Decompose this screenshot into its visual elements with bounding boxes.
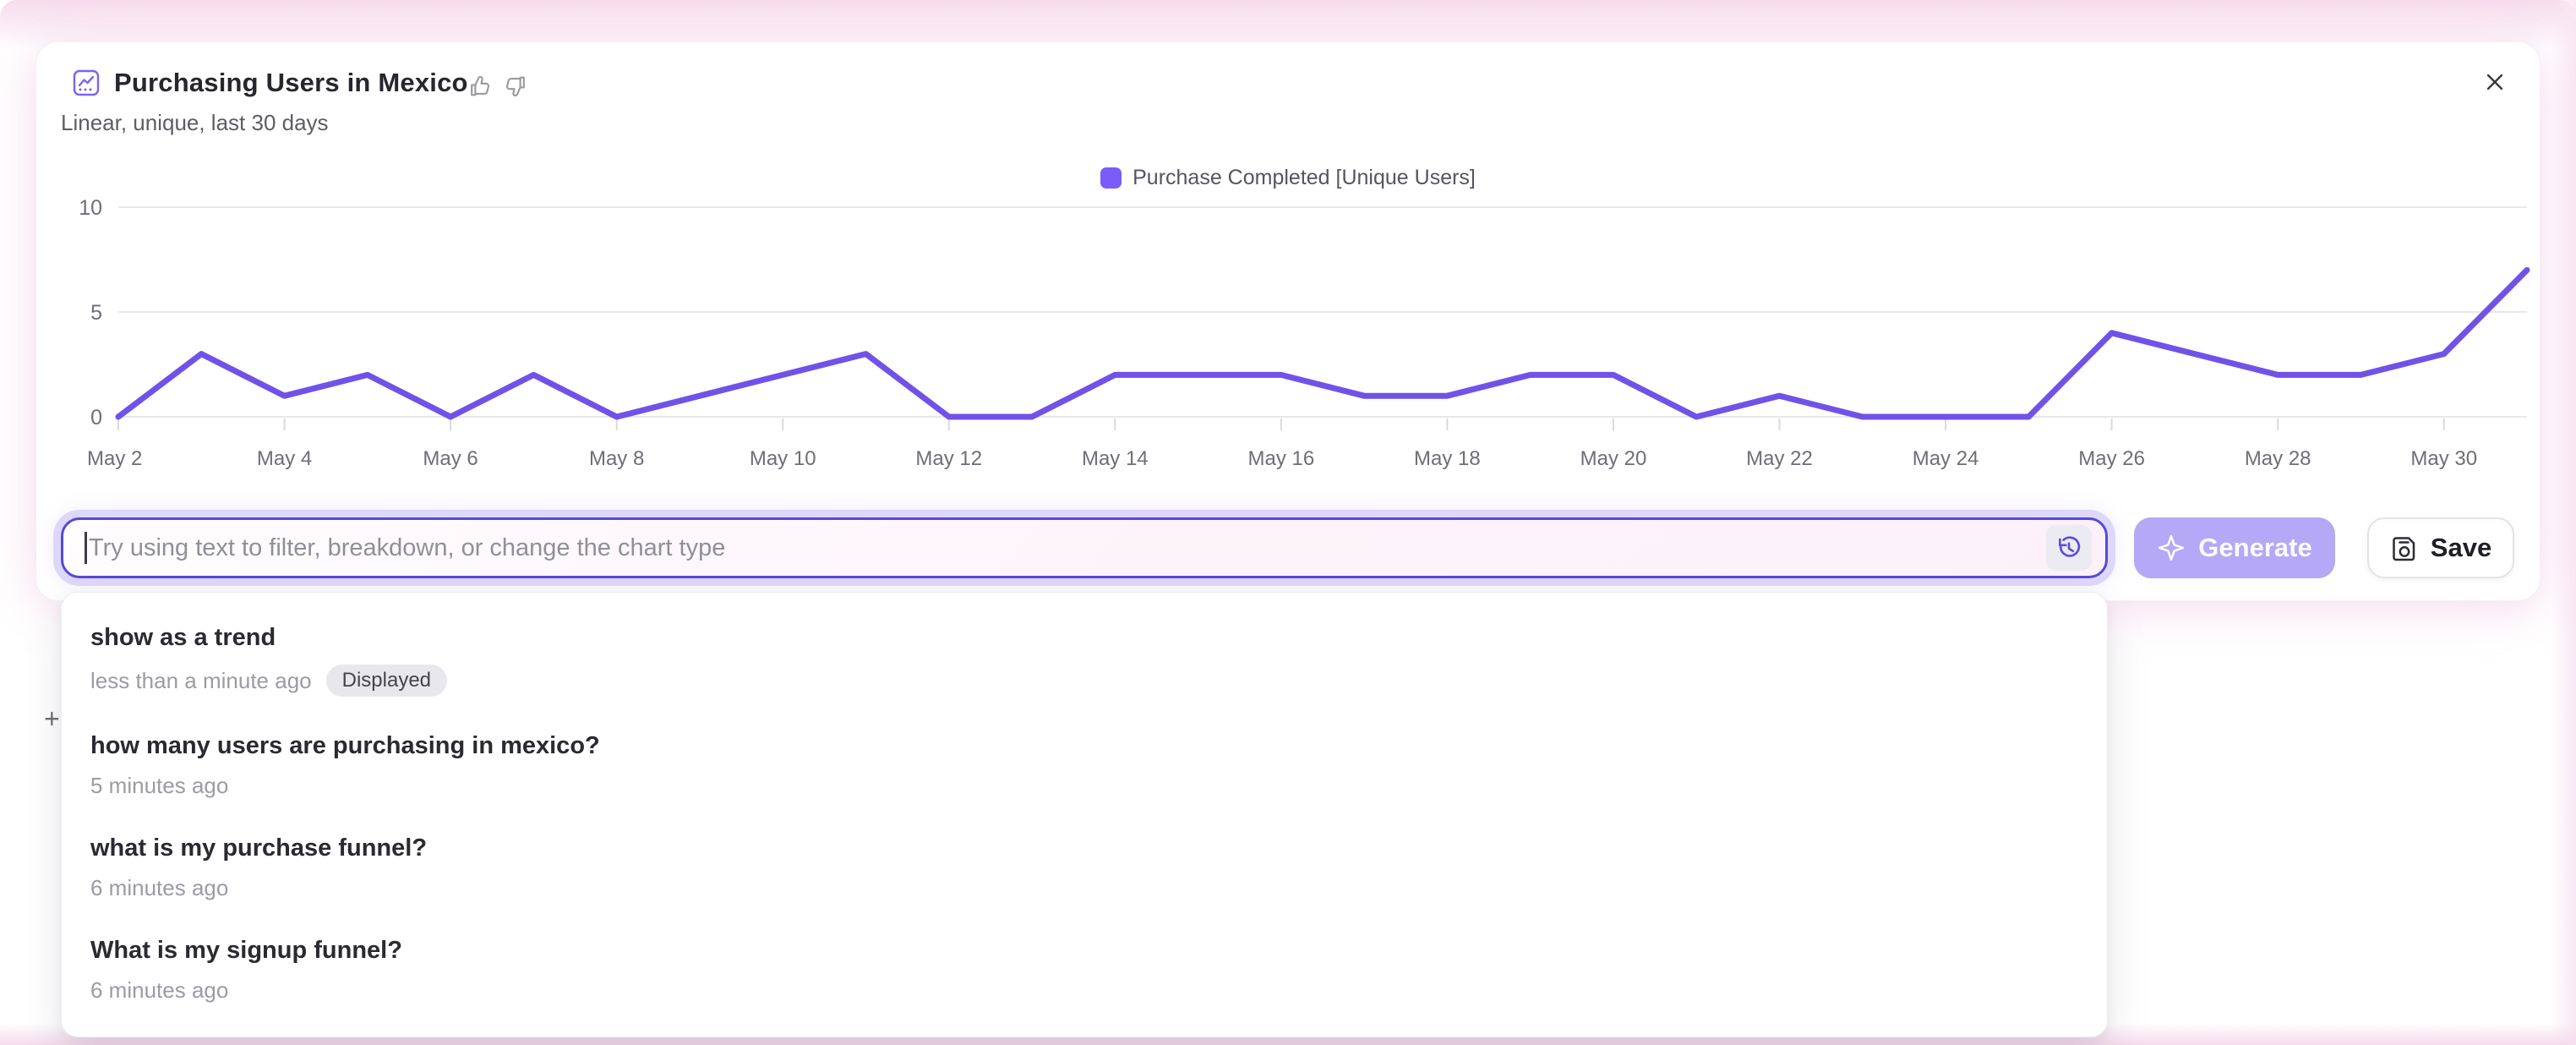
- history-item-meta: 6 minutes ago: [90, 875, 2078, 901]
- x-axis-label: May 2: [87, 447, 142, 470]
- text-caret: [85, 532, 87, 564]
- legend-swatch: [1100, 167, 1122, 189]
- history-icon: [2055, 533, 2083, 562]
- line-chart[interactable]: 0 5 10 May 2 May 4 May 6 May 8 May 10 May 12 May …: [36, 42, 2540, 600]
- history-item-time: 5 minutes ago: [90, 773, 229, 798]
- x-axis-label: May 10: [750, 447, 816, 470]
- history-item-time: 6 minutes ago: [90, 977, 229, 1003]
- y-axis-label: 5: [90, 301, 102, 325]
- history-item-meta: 6 minutes ago: [90, 977, 2078, 1004]
- thumbs-up-button[interactable]: [467, 73, 494, 100]
- history-item[interactable]: What is my signup funnel? 6 minutes ago: [62, 919, 2107, 1021]
- x-axis-label: May 16: [1248, 447, 1315, 470]
- history-item-time: less than a minute ago: [90, 667, 312, 693]
- plus-artifact: +: [44, 703, 60, 734]
- generate-label: Generate: [2198, 533, 2312, 562]
- history-item-badge: Displayed: [325, 665, 448, 697]
- x-axis-label: May 22: [1746, 447, 1813, 470]
- generate-button[interactable]: Generate: [2134, 517, 2335, 578]
- history-item-query: show as a trend: [90, 624, 276, 651]
- sparkle-icon: [2157, 533, 2186, 562]
- history-item[interactable]: how many users are purchasing in mexico?…: [62, 714, 2107, 817]
- x-axis-label: May 6: [423, 447, 478, 470]
- history-item-meta: less than a minute ago Displayed: [90, 665, 2078, 697]
- x-axis-label: May 4: [257, 447, 312, 470]
- close-icon: [2482, 69, 2508, 95]
- save-label: Save: [2430, 533, 2492, 562]
- history-dropdown-list: show as a trend less than a minute ago D…: [62, 606, 2107, 1021]
- y-axis-label: 0: [90, 406, 102, 429]
- close-button[interactable]: [2482, 69, 2508, 95]
- x-axis-label: May 20: [1580, 447, 1647, 470]
- chart-subtitle: Linear, unique, last 30 days: [61, 110, 329, 135]
- history-item-meta: 5 minutes ago: [90, 773, 2078, 799]
- line-chart-icon: [73, 69, 100, 96]
- legend-label: Purchase Completed [Unique Users]: [1132, 166, 1476, 189]
- y-axis-label: 10: [79, 196, 102, 220]
- prompt-input-wrap: [61, 517, 2108, 578]
- history-dropdown: show as a trend less than a minute ago D…: [61, 592, 2108, 1037]
- history-item-query: what is my purchase funnel?: [90, 834, 428, 862]
- page-title: Purchasing Users in Mexico: [114, 68, 468, 97]
- history-item-time: 6 minutes ago: [90, 875, 229, 900]
- history-item-query: how many users are purchasing in mexico?: [90, 732, 600, 759]
- thumbs-down-icon: [503, 74, 530, 99]
- x-axis-label: May 24: [1913, 447, 1979, 470]
- history-item[interactable]: show as a trend less than a minute ago D…: [62, 606, 2107, 714]
- x-axis-label: May 14: [1082, 447, 1149, 470]
- top-pink-glow: [0, 0, 2576, 49]
- history-item-query: What is my signup funnel?: [90, 937, 402, 964]
- series-line: [115, 266, 2530, 420]
- thumbs-up-icon: [467, 74, 494, 99]
- history-button[interactable]: [2046, 525, 2092, 571]
- x-axis-label: May 12: [915, 447, 982, 470]
- save-button[interactable]: Save: [2367, 517, 2514, 578]
- x-axis-label: May 28: [2245, 447, 2311, 470]
- prompt-input[interactable]: [63, 520, 2105, 576]
- x-axis-label: May 8: [589, 447, 644, 470]
- history-item[interactable]: what is my purchase funnel? 6 minutes ag…: [62, 817, 2107, 919]
- chart-legend[interactable]: Purchase Completed [Unique Users]: [36, 166, 2540, 190]
- save-icon: [2390, 533, 2419, 562]
- x-axis-label: May 30: [2410, 447, 2477, 470]
- x-axis-label: May 18: [1414, 447, 1481, 470]
- right-pink-glow: [2551, 0, 2576, 1045]
- thumbs-down-button[interactable]: [503, 73, 530, 100]
- x-axis-label: May 26: [2078, 447, 2145, 470]
- chart-card: Purchasing Users in Mexico Li: [36, 42, 2540, 600]
